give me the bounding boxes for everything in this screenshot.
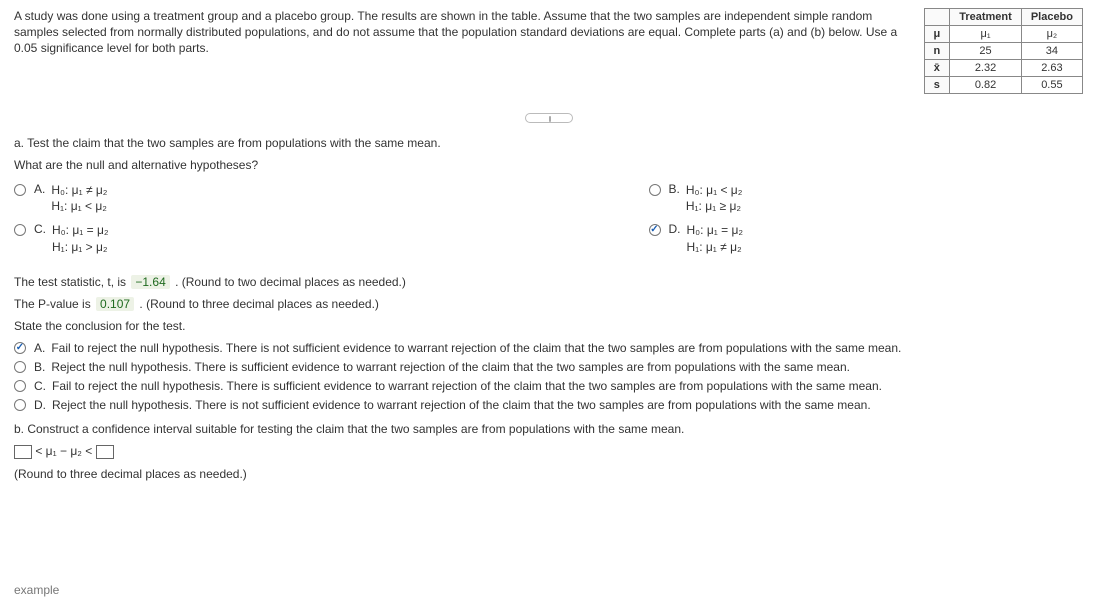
- cell-s-treat: 0.82: [950, 77, 1022, 94]
- footer-text: example: [14, 583, 59, 597]
- concl-d-text: Reject the null hypothesis. There is not…: [52, 398, 871, 412]
- option-a-h1: H₁: μ₁ < μ₂: [51, 199, 107, 213]
- concl-c[interactable]: C. Fail to reject the null hypothesis. T…: [14, 379, 1083, 393]
- cell-x-placebo: 2.63: [1021, 60, 1082, 77]
- ci-upper-input[interactable]: [96, 445, 114, 459]
- radio-d[interactable]: [649, 224, 661, 236]
- question-text: A study was done using a treatment group…: [14, 8, 924, 57]
- concl-d[interactable]: D. Reject the null hypothesis. There is …: [14, 398, 1083, 412]
- concl-radio-a[interactable]: [14, 342, 26, 354]
- option-d-h0: H₀: μ₁ = μ₂: [687, 223, 744, 237]
- concl-b-text: Reject the null hypothesis. There is suf…: [51, 360, 850, 374]
- pvalue-value[interactable]: 0.107: [96, 297, 134, 311]
- conclusion-options: A. Fail to reject the null hypothesis. T…: [14, 341, 1083, 412]
- row-s: s: [924, 77, 950, 94]
- option-a-h0: H₀: μ₁ ≠ μ₂: [51, 183, 107, 197]
- pvalue-pre: The P-value is: [14, 297, 94, 311]
- row-n: n: [924, 43, 950, 60]
- row-mu: μ: [924, 26, 950, 43]
- option-c[interactable]: C. H₀: μ₁ = μ₂ H₁: μ₁ > μ₂: [14, 222, 449, 254]
- tstat-value[interactable]: −1.64: [131, 275, 169, 289]
- option-d[interactable]: D. H₀: μ₁ = μ₂ H₁: μ₁ ≠ μ₂: [649, 222, 1084, 254]
- option-a[interactable]: A. H₀: μ₁ ≠ μ₂ H₁: μ₁ < μ₂: [14, 182, 449, 214]
- col-placebo: Placebo: [1021, 9, 1082, 26]
- concl-radio-b[interactable]: [14, 361, 26, 373]
- radio-c[interactable]: [14, 224, 26, 236]
- tstat-pre: The test statistic, t, is: [14, 275, 129, 289]
- option-d-label: D.: [669, 222, 681, 236]
- concl-a[interactable]: A. Fail to reject the null hypothesis. T…: [14, 341, 1083, 355]
- part-a-prompt: a. Test the claim that the two samples a…: [14, 136, 1083, 150]
- radio-b[interactable]: [649, 184, 661, 196]
- ci-note: (Round to three decimal places as needed…: [14, 467, 1083, 481]
- question-header: A study was done using a treatment group…: [14, 8, 1083, 94]
- concl-a-label: A.: [34, 341, 45, 355]
- part-a-hyp-question: What are the null and alternative hypoth…: [14, 158, 1083, 172]
- option-c-h1: H₁: μ₁ > μ₂: [52, 240, 108, 254]
- option-d-h1: H₁: μ₁ ≠ μ₂: [687, 240, 742, 254]
- row-xbar: x̄: [924, 60, 950, 77]
- hypothesis-options: A. H₀: μ₁ ≠ μ₂ H₁: μ₁ < μ₂ C. H₀: μ₁ = μ…: [14, 182, 1083, 263]
- radio-a[interactable]: [14, 184, 26, 196]
- concl-b-label: B.: [34, 360, 45, 374]
- concl-radio-c[interactable]: [14, 380, 26, 392]
- concl-radio-d[interactable]: [14, 399, 26, 411]
- col-treatment: Treatment: [950, 9, 1022, 26]
- tstat-post: . (Round to two decimal places as needed…: [175, 275, 406, 289]
- section-divider: [14, 112, 1083, 126]
- option-b-h1: H₁: μ₁ ≥ μ₂: [686, 199, 741, 213]
- concl-c-text: Fail to reject the null hypothesis. Ther…: [52, 379, 882, 393]
- concl-d-label: D.: [34, 398, 46, 412]
- data-table: Treatment Placebo μ μ₁ μ₂ n 25 34 x̄ 2.3…: [924, 8, 1084, 94]
- option-c-label: C.: [34, 222, 46, 236]
- ci-line: < μ₁ − μ₂ <: [14, 444, 1083, 459]
- conclusion-prompt: State the conclusion for the test.: [14, 319, 1083, 333]
- table-corner: [924, 9, 950, 26]
- option-c-h0: H₀: μ₁ = μ₂: [52, 223, 109, 237]
- option-a-label: A.: [34, 182, 45, 196]
- concl-b[interactable]: B. Reject the null hypothesis. There is …: [14, 360, 1083, 374]
- cell-mu-treat: μ₁: [950, 26, 1022, 43]
- tstat-line: The test statistic, t, is −1.64 . (Round…: [14, 275, 1083, 289]
- pvalue-post: . (Round to three decimal places as need…: [139, 297, 378, 311]
- part-b-prompt: b. Construct a confidence interval suita…: [14, 422, 1083, 436]
- cell-n-placebo: 34: [1021, 43, 1082, 60]
- option-b-label: B.: [669, 182, 680, 196]
- ci-middle: < μ₁ − μ₂ <: [35, 444, 95, 458]
- cell-s-placebo: 0.55: [1021, 77, 1082, 94]
- cell-mu-placebo: μ₂: [1021, 26, 1082, 43]
- cell-x-treat: 2.32: [950, 60, 1022, 77]
- option-b-h0: H₀: μ₁ < μ₂: [686, 183, 743, 197]
- pvalue-line: The P-value is 0.107 . (Round to three d…: [14, 297, 1083, 311]
- cell-n-treat: 25: [950, 43, 1022, 60]
- concl-c-label: C.: [34, 379, 46, 393]
- option-b[interactable]: B. H₀: μ₁ < μ₂ H₁: μ₁ ≥ μ₂: [649, 182, 1084, 214]
- ci-lower-input[interactable]: [14, 445, 32, 459]
- concl-a-text: Fail to reject the null hypothesis. Ther…: [51, 341, 901, 355]
